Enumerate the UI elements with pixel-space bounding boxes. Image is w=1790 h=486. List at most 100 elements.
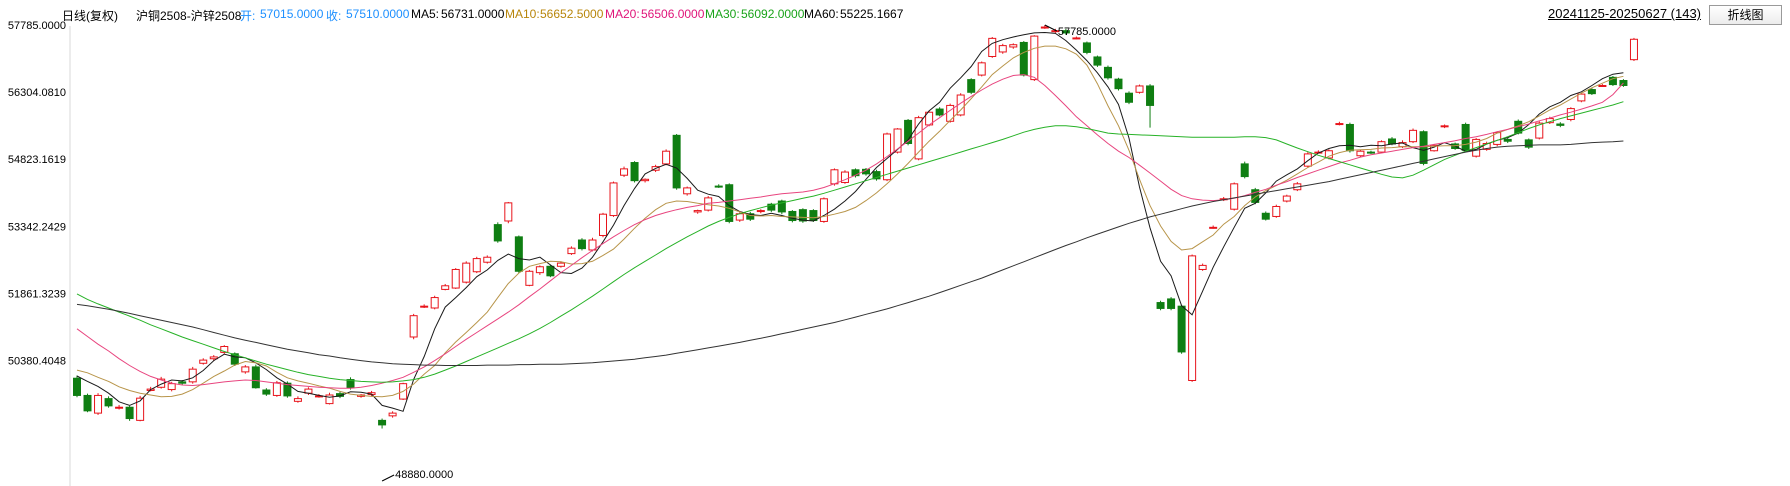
candle (1188, 254, 1197, 382)
candle-body (1146, 85, 1155, 106)
candle-body (683, 187, 692, 195)
candle-body (819, 198, 828, 222)
candle-body (472, 258, 481, 273)
y-tick-label: 56304.0810 (8, 87, 66, 99)
candle (125, 405, 134, 421)
candle-body (1040, 26, 1049, 29)
candle (104, 396, 113, 408)
candle (251, 364, 260, 389)
candle (1366, 150, 1375, 154)
candle (493, 222, 502, 243)
candle-body (1345, 123, 1354, 152)
candle (1082, 41, 1091, 55)
moving-average-lines (76, 31, 1624, 412)
candle (988, 37, 997, 58)
candle (777, 199, 786, 215)
candle-body (556, 262, 565, 267)
candle (209, 355, 218, 362)
candle (746, 211, 755, 221)
candle (136, 395, 145, 422)
ma20-value: 56506.0000 (641, 7, 705, 21)
candle-body (1377, 141, 1386, 153)
candle-body (1419, 131, 1428, 164)
candle-body (1566, 108, 1575, 120)
candle (935, 107, 944, 117)
candle-body (1503, 138, 1512, 142)
candle (1040, 25, 1049, 29)
candle-body (1261, 212, 1270, 220)
candle (1556, 122, 1565, 128)
candle-body (788, 210, 797, 222)
line-chart-button[interactable]: 折线图 (1709, 5, 1782, 25)
candle-body (693, 210, 702, 213)
candle-body (1303, 153, 1312, 167)
y-tick-label: 57785.0000 (8, 20, 66, 32)
y-tick-label: 53342.2429 (8, 221, 66, 233)
candles-group (73, 25, 1638, 429)
candle-body (1198, 264, 1207, 270)
candle (914, 115, 923, 161)
candle (1009, 43, 1018, 49)
candle (1177, 304, 1186, 354)
candle (1030, 35, 1039, 81)
candle (420, 304, 429, 308)
candle-body (293, 398, 302, 402)
candle-body (1577, 93, 1586, 102)
candle (1587, 87, 1596, 96)
candle-body (462, 262, 471, 283)
candle-body (1188, 255, 1197, 381)
low-annotation: 48880.0000 (395, 469, 453, 481)
candle-body (893, 128, 902, 153)
candle-body (1535, 122, 1544, 139)
ma10-label: MA10: (505, 7, 540, 21)
candle-body (1335, 123, 1344, 126)
candle-body (840, 171, 849, 183)
candle-body (115, 406, 124, 409)
candle-body (904, 119, 913, 144)
instrument-name: 沪铜2508-沪锌2508 (136, 9, 242, 23)
candle-body (1524, 139, 1533, 148)
candle (1272, 204, 1281, 218)
extreme-annotations: 57785.0000 48880.0000 (381, 24, 1116, 482)
high-pointer (1044, 24, 1058, 32)
candle-body (872, 171, 881, 180)
candle-body (1030, 35, 1039, 81)
ma10-value: 56652.5000 (540, 7, 604, 21)
candle-body (1019, 41, 1028, 76)
ma5-label: MA5: (411, 7, 440, 21)
candle (220, 345, 229, 354)
candle (1619, 79, 1628, 87)
candle (620, 166, 629, 178)
candle-body (662, 150, 671, 165)
candle-body (1587, 89, 1596, 95)
candle (1061, 28, 1070, 35)
candle (672, 133, 681, 190)
candle (1251, 187, 1260, 205)
candle (1230, 182, 1239, 211)
candle (241, 365, 250, 374)
candle-body (777, 200, 786, 213)
candle (967, 78, 976, 95)
candle-body (1230, 183, 1239, 210)
candle-body (493, 224, 502, 242)
candle (472, 256, 481, 274)
candle (1282, 194, 1291, 203)
candle (1135, 84, 1144, 94)
candle-body (1608, 76, 1617, 86)
candle (1156, 300, 1165, 311)
y-tick-label: 50380.4048 (8, 356, 66, 368)
candle (998, 43, 1007, 54)
candle-body (1324, 150, 1333, 159)
candle-body (946, 104, 955, 122)
candle-body (483, 256, 492, 263)
candle-body (1409, 129, 1418, 143)
candle (430, 295, 439, 310)
candle (325, 392, 334, 405)
chart-header: 日线(复权) 沪铜2508-沪锌2508 开: 57015.0000 收: 57… (0, 0, 1790, 26)
candle-body (988, 37, 997, 57)
date-range-link[interactable]: 20241125-20250627 (143) (1548, 6, 1702, 21)
candle-body (504, 202, 513, 222)
candle-body (125, 406, 134, 420)
candle-body (104, 398, 113, 407)
candle-body (1061, 30, 1070, 34)
